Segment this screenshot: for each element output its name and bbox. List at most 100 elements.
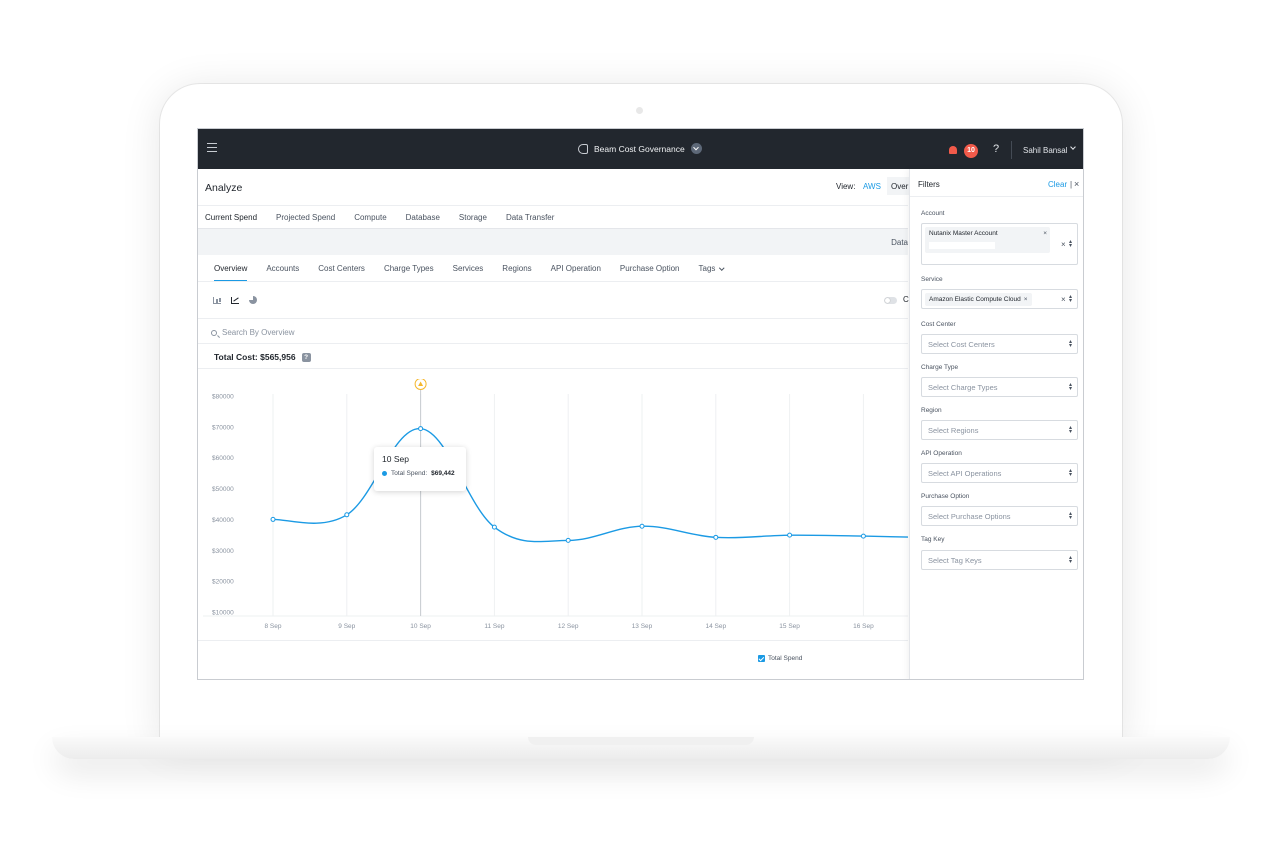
info-icon[interactable]: ? xyxy=(301,352,311,362)
chart-tooltip: 10 Sep Total Spend: $69,442 xyxy=(374,447,466,491)
top-bar: Beam Cost Governance 10 ? Sahil Bansal xyxy=(198,129,1083,169)
data-point xyxy=(270,516,276,522)
date-range-label[interactable]: Data xyxy=(891,238,908,247)
api-operation-placeholder: Select API Operations xyxy=(928,469,1002,478)
select-arrows-icon: ▴ ▾ xyxy=(1068,382,1072,392)
search-input[interactable]: Search By Overview xyxy=(222,328,295,337)
chevron-down-icon xyxy=(690,143,702,154)
data-point xyxy=(565,537,571,543)
tab-current-spend[interactable]: Current Spend xyxy=(205,213,258,229)
tab-storage[interactable]: Storage xyxy=(458,213,487,222)
series-line-total-spend xyxy=(272,427,908,543)
y-tick-label: $10000 xyxy=(212,610,234,617)
api-operation-label: API Operation xyxy=(921,450,962,457)
x-tick-label: 9 Sep xyxy=(338,623,355,630)
secondary-tabs: Overview Accounts Cost Centers Charge Ty… xyxy=(214,264,743,281)
spend-line-chart: $80000 $70000 $60000 $50000 $40000 $30000 $200… xyxy=(203,379,908,630)
account-select[interactable]: ▴ ▾ xyxy=(921,223,1078,265)
tag-key-select[interactable]: Select Tag Keys ▴ ▾ xyxy=(921,550,1078,570)
tab-regions[interactable]: Regions xyxy=(502,264,532,273)
line-chart-icon[interactable] xyxy=(231,297,239,304)
menu-icon[interactable] xyxy=(207,143,217,152)
chip-input[interactable] xyxy=(929,242,995,249)
region-select[interactable]: Select Regions ▴ ▾ xyxy=(921,420,1078,440)
speaker-icon xyxy=(578,143,588,154)
tab-overview[interactable]: Overview xyxy=(214,264,248,281)
help-icon[interactable]: ? xyxy=(993,143,1000,155)
tab-tags[interactable]: Tags xyxy=(698,264,725,281)
divider xyxy=(198,281,908,282)
tab-services[interactable]: Services xyxy=(452,264,484,273)
clear-account-icon[interactable]: × xyxy=(1061,240,1066,249)
tab-compute[interactable]: Compute xyxy=(354,213,387,222)
tab-projected-spend[interactable]: Projected Spend xyxy=(276,213,336,222)
tag-key-placeholder: Select Tag Keys xyxy=(928,556,982,565)
clear-filters-link[interactable]: Clear xyxy=(1048,180,1068,189)
comparison-toggle[interactable] xyxy=(884,297,897,304)
tab-api-operation[interactable]: API Operation xyxy=(550,264,601,273)
region-placeholder: Select Regions xyxy=(928,426,979,435)
tab-cost-centers[interactable]: Cost Centers xyxy=(318,264,365,273)
app-switcher[interactable]: Beam Cost Governance xyxy=(578,143,702,154)
y-tick-label: $40000 xyxy=(212,517,234,524)
x-tick-label: 11 Sep xyxy=(484,623,505,630)
primary-tabs: Current Spend Projected Spend Compute Da… xyxy=(205,213,573,229)
tab-tags-label: Tags xyxy=(698,264,716,273)
tab-accounts[interactable]: Accounts xyxy=(266,264,300,273)
cost-center-label: Cost Center xyxy=(921,321,956,328)
service-select[interactable]: ▴ ▾ xyxy=(921,289,1078,309)
tag-key-label: Tag Key xyxy=(921,536,945,543)
x-tick-label: 10 Sep xyxy=(410,623,431,630)
divider xyxy=(198,318,908,319)
tab-charge-types[interactable]: Charge Types xyxy=(383,264,434,273)
select-arrows-icon: ▴ ▾ xyxy=(1068,425,1072,435)
separator: | xyxy=(1070,180,1073,189)
select-arrows-icon: ▴ ▾ xyxy=(1068,239,1072,249)
x-tick-label: 13 Sep xyxy=(632,623,653,630)
camera xyxy=(636,107,643,114)
alert-icon-glyph xyxy=(418,381,424,386)
screen: Beam Cost Governance 10 ? Sahil Bansal A… xyxy=(197,128,1084,680)
bar-chart-icon[interactable] xyxy=(213,297,221,304)
x-tick-label: 12 Sep xyxy=(558,623,579,630)
notification-badge[interactable]: 10 xyxy=(964,144,978,158)
pie-chart-icon[interactable] xyxy=(249,296,257,304)
user-chevron-icon[interactable] xyxy=(1070,144,1076,150)
search-bar[interactable]: Search By Overview xyxy=(211,328,294,337)
checkbox-icon[interactable] xyxy=(758,655,765,662)
service-label: Service xyxy=(921,276,943,283)
clear-service-icon[interactable]: × xyxy=(1061,295,1066,304)
data-point xyxy=(344,512,350,518)
tooltip-value: $69,442 xyxy=(431,470,455,477)
series-dot xyxy=(382,471,387,476)
legend-label: Total Spend xyxy=(768,655,803,662)
data-point xyxy=(418,426,424,432)
api-operation-select[interactable]: Select API Operations ▴ ▾ xyxy=(921,463,1078,483)
remove-chip-icon[interactable]: × xyxy=(1043,230,1047,237)
y-tick-label: $80000 xyxy=(212,394,234,401)
cost-center-select[interactable]: Select Cost Centers ▴ ▾ xyxy=(921,334,1078,354)
tooltip-date: 10 Sep xyxy=(382,454,409,464)
y-tick-label: $30000 xyxy=(212,548,234,555)
legend-total-spend[interactable]: Total Spend xyxy=(758,655,802,662)
tab-data-transfer[interactable]: Data Transfer xyxy=(505,213,555,222)
x-tick-label: 16 Sep xyxy=(853,623,874,630)
laptop-base xyxy=(52,737,1230,759)
remove-chip-icon[interactable]: × xyxy=(1023,296,1028,303)
charge-type-select[interactable]: Select Charge Types ▴ ▾ xyxy=(921,377,1078,397)
region-label: Region xyxy=(921,407,942,414)
x-tick-label: 14 Sep xyxy=(705,623,726,630)
app-title: Beam Cost Governance xyxy=(594,143,685,154)
y-tick-label: $20000 xyxy=(212,579,234,586)
total-cost-value: Total Cost: $565,956 xyxy=(214,352,296,362)
bell-icon[interactable] xyxy=(949,146,957,154)
purchase-option-select[interactable]: Select Purchase Options ▴ ▾ xyxy=(921,506,1078,526)
filters-header: Filters Clear | × xyxy=(910,169,1083,197)
view-cloud-link[interactable]: AWS xyxy=(863,182,881,191)
close-icon[interactable]: × xyxy=(1074,179,1080,189)
user-menu[interactable]: Sahil Bansal xyxy=(1023,146,1068,155)
service-chip-label: Amazon Elastic Compute Cloud xyxy=(929,296,1021,303)
tab-database[interactable]: Database xyxy=(405,213,440,222)
legend-strip xyxy=(198,640,908,679)
tab-purchase-option[interactable]: Purchase Option xyxy=(619,264,680,273)
